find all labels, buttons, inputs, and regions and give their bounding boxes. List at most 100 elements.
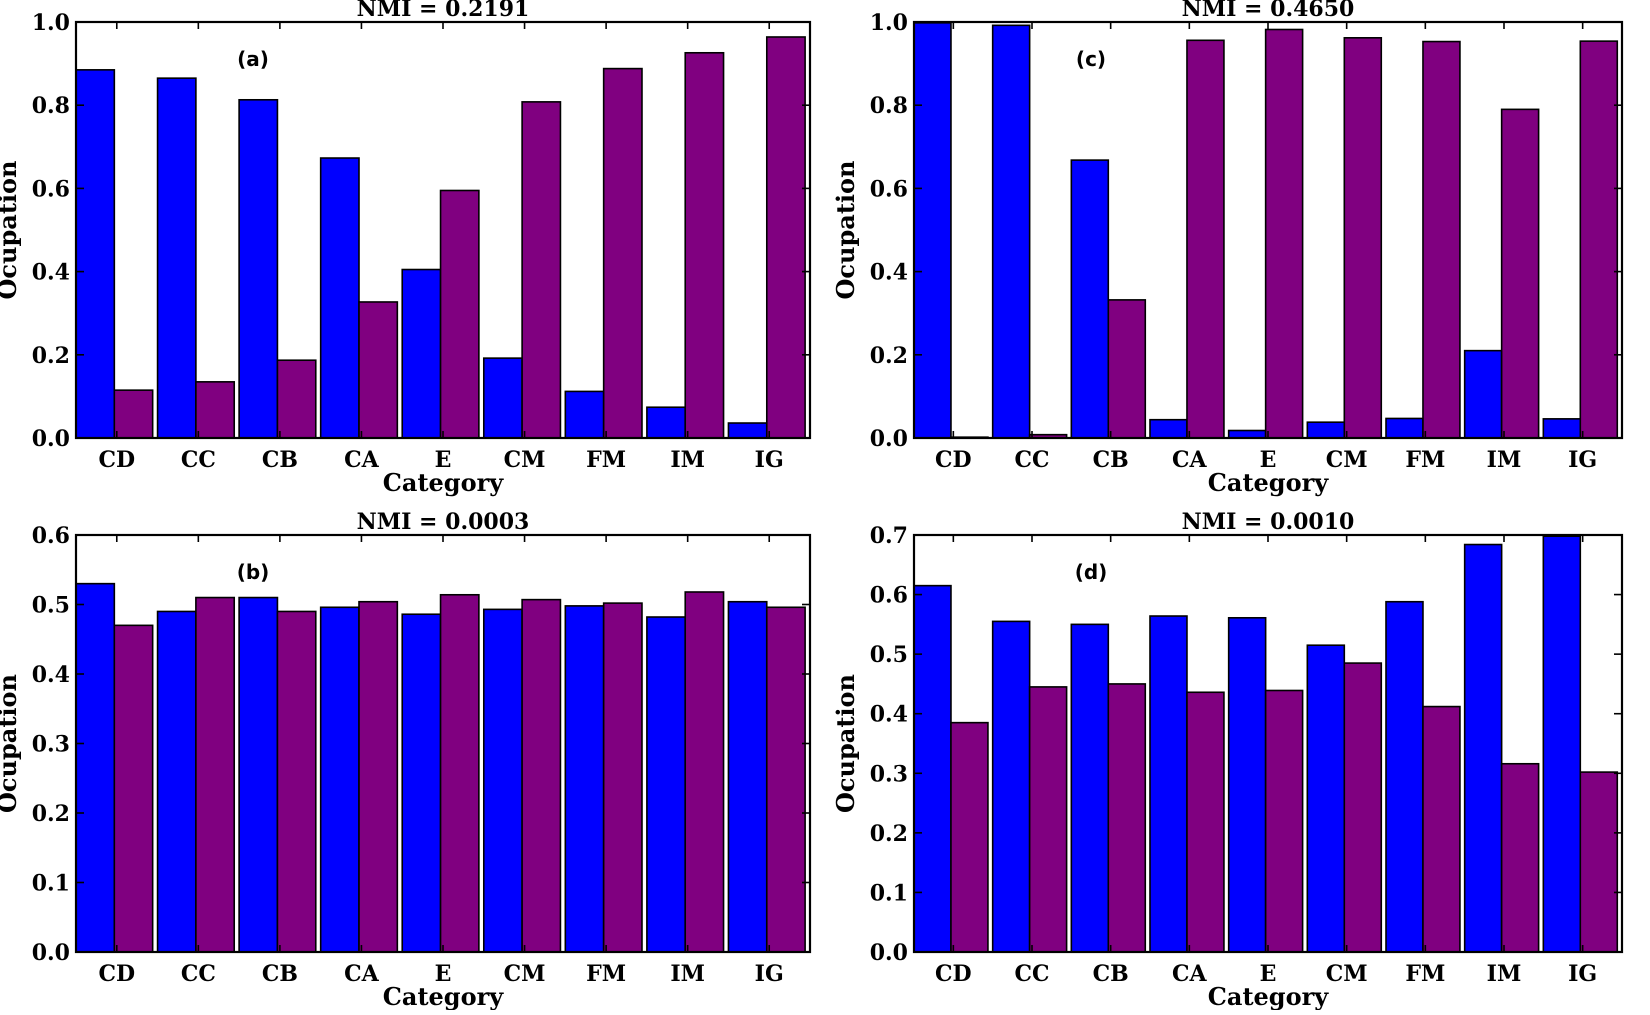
x-axis-label: Category	[383, 468, 504, 497]
x-tick-label: CC	[1014, 447, 1049, 473]
x-tick-label: FM	[586, 961, 626, 987]
x-tick-label: E	[435, 447, 452, 473]
bar-purple-im	[1500, 762, 1540, 953]
bar-blue-im	[1463, 543, 1503, 953]
y-tick-label: 0.6	[870, 176, 908, 202]
bar-blue-cm	[482, 357, 523, 439]
y-tick-label: 0.0	[870, 426, 908, 452]
x-tick-label: FM	[1405, 961, 1445, 987]
x-tick-label: CA	[344, 447, 380, 473]
y-tick-label: 0.8	[870, 93, 908, 119]
y-tick-label: 0.4	[32, 260, 70, 286]
x-tick-label: CD	[98, 961, 135, 987]
y-tick-label: 0.3	[32, 732, 70, 758]
bar-blue-cc	[156, 610, 197, 953]
bar-purple-e	[439, 189, 480, 439]
y-tick-label: 0.0	[32, 940, 70, 966]
y-axis-label: Ocupation	[0, 161, 22, 300]
bar-blue-ig	[727, 422, 768, 439]
panel-label: (c)	[1076, 47, 1106, 71]
y-tick-label: 0.8	[32, 93, 70, 119]
bar-blue-e	[401, 268, 442, 439]
y-tick-label: 0.2	[870, 343, 908, 369]
bar-purple-im	[684, 591, 725, 953]
y-tick-label: 0.5	[32, 593, 70, 619]
bar-purple-e	[1264, 689, 1304, 953]
y-tick-label: 0.0	[32, 426, 70, 452]
bar-purple-cm	[521, 598, 562, 953]
bar-blue-ca	[1149, 615, 1188, 953]
x-tick-label: IG	[1568, 447, 1597, 473]
bar-purple-cb	[276, 359, 317, 439]
x-tick-label: IM	[670, 961, 705, 987]
y-tick-label: 1.0	[32, 10, 70, 36]
x-axis-label: Category	[1208, 468, 1329, 497]
y-axis-label: Ocupation	[831, 674, 860, 813]
x-tick-label: CA	[1172, 447, 1208, 473]
bar-purple-cc	[195, 381, 236, 439]
x-tick-label: CA	[1172, 961, 1208, 987]
bar-blue-im	[1463, 349, 1503, 439]
plot-frame	[74, 20, 812, 440]
x-tick-label: CB	[262, 961, 298, 987]
bar-purple-cb	[1107, 299, 1147, 439]
bar-blue-cd	[913, 22, 952, 439]
x-tick-label: IG	[755, 961, 784, 987]
bar-purple-cc	[195, 596, 236, 953]
bar-blue-cd	[75, 69, 116, 439]
panel-label: (a)	[237, 47, 269, 71]
panel-title: NMI = 0.0003	[357, 509, 530, 535]
x-tick-label: CM	[504, 961, 546, 987]
x-tick-label: E	[1260, 961, 1277, 987]
x-tick-label: CC	[1014, 961, 1049, 987]
panel-title: NMI = 0.0010	[1182, 509, 1355, 535]
bar-purple-fm	[602, 602, 643, 953]
x-tick-label: CC	[181, 961, 216, 987]
plot-frame	[912, 533, 1624, 954]
bar-blue-ig	[727, 600, 768, 953]
panel-title: NMI = 0.2191	[357, 0, 530, 22]
y-tick-label: 0.4	[870, 702, 908, 728]
x-tick-label: CD	[935, 447, 972, 473]
bar-blue-ig	[1542, 418, 1582, 439]
x-tick-label: IM	[1487, 961, 1522, 987]
y-tick-label: 0.6	[32, 176, 70, 202]
y-tick-label: 0.5	[870, 642, 908, 668]
bar-blue-cb	[238, 596, 279, 953]
bar-blue-cd	[913, 584, 952, 953]
bar-blue-cc	[991, 620, 1031, 953]
bar-purple-cm	[521, 101, 562, 439]
x-tick-label: CM	[1326, 961, 1368, 987]
x-tick-label: CA	[344, 961, 380, 987]
x-tick-label: IG	[755, 447, 784, 473]
bar-purple-cc	[1028, 686, 1068, 953]
bar-blue-e	[1227, 616, 1267, 953]
y-axis-label: Ocupation	[0, 674, 22, 813]
x-tick-label: IM	[1487, 447, 1522, 473]
bar-blue-cm	[1306, 421, 1346, 439]
bar-purple-ig	[765, 36, 806, 439]
plot-frame	[74, 533, 812, 954]
bar-blue-cm	[482, 608, 523, 953]
x-tick-label: CM	[1326, 447, 1368, 473]
bar-blue-fm	[564, 390, 605, 439]
bar-blue-ca	[1149, 418, 1188, 439]
panel-c: CD CC CB CA E CM FM IM IG 0.0 0.2 0.4 0.6 0.8 1.0 NMI =…	[831, 0, 1624, 497]
bar-purple-cb	[1107, 683, 1147, 953]
y-tick-label: 1.0	[870, 10, 908, 36]
bar-purple-cm	[1343, 662, 1383, 953]
y-tick-label: 0.6	[32, 523, 70, 549]
bar-blue-e	[1227, 429, 1267, 439]
y-tick-label: 0.6	[870, 583, 908, 609]
panel-a: CD CC CB CA E CM FM IM IG 0.0 0.2 0.4 0.6 0.8 1.0 NMI =…	[0, 0, 812, 497]
x-tick-label: FM	[1405, 447, 1445, 473]
bar-blue-cd	[75, 582, 116, 953]
y-tick-label: 0.1	[32, 871, 70, 897]
bar-purple-cm	[1343, 37, 1383, 439]
x-tick-label: CB	[262, 447, 298, 473]
bar-purple-ca	[1186, 691, 1225, 953]
bar-blue-fm	[1385, 417, 1424, 439]
bar-purple-cd	[950, 721, 989, 953]
